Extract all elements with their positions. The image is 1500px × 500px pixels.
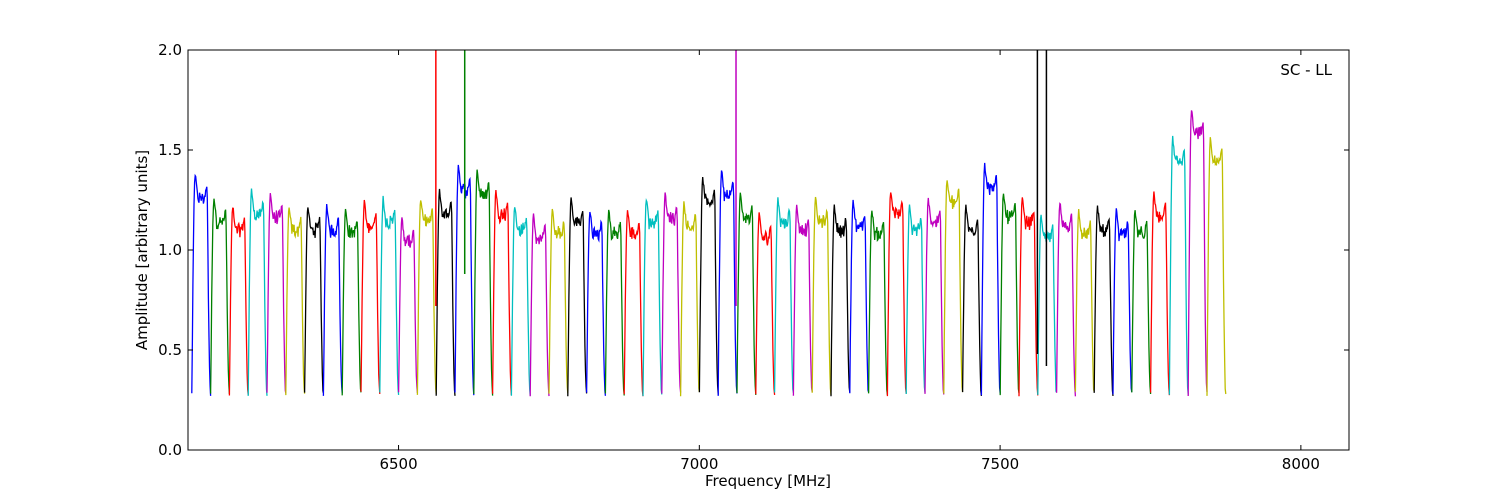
channel-series-50 <box>1112 208 1133 395</box>
x-tick-label: 8000 <box>1282 455 1320 473</box>
channel-series-31 <box>755 212 776 395</box>
x-axis-label: Frequency [MHz] <box>705 472 831 490</box>
channel-series-35 <box>830 204 851 397</box>
channel-series-21 <box>567 197 588 397</box>
channel-series-34 <box>811 196 832 396</box>
channel-series-17 <box>491 189 513 396</box>
channel-series-44 <box>999 193 1020 396</box>
channel-series-7 <box>303 207 325 394</box>
channel-series-24 <box>623 210 644 397</box>
channel-series-48 <box>1074 208 1095 392</box>
channel-series-43 <box>980 162 1001 396</box>
channel-series-6 <box>285 207 306 396</box>
channel-series-13 <box>416 200 437 395</box>
channel-series-47 <box>1055 202 1077 397</box>
y-tick-label: 1.0 <box>158 241 182 259</box>
channel-series-45 <box>1018 197 1039 397</box>
channel-series-33 <box>792 204 813 396</box>
y-tick-label: 1.5 <box>158 141 182 159</box>
channel-series-37 <box>867 210 889 395</box>
channel-series-23 <box>604 209 625 396</box>
channel-series-41 <box>943 180 964 394</box>
channel-series-14 <box>435 188 456 396</box>
channel-series-2 <box>209 198 231 395</box>
channel-series-9 <box>341 208 362 396</box>
channel-series-51 <box>1131 210 1152 395</box>
channel-series-11 <box>379 195 400 395</box>
channel-annotation: SC - LL <box>1280 61 1332 79</box>
x-tick-label: 6500 <box>379 455 417 473</box>
channel-series-28 <box>698 176 719 395</box>
channel-series-25 <box>642 197 663 397</box>
channel-series-32 <box>773 197 795 393</box>
channel-series-12 <box>397 217 419 393</box>
y-tick-label: 0.5 <box>158 341 182 359</box>
channel-series-30 <box>736 192 757 395</box>
channel-series-55 <box>1206 137 1227 396</box>
channel-series-54 <box>1187 110 1208 397</box>
channel-series-1 <box>191 173 212 396</box>
channel-series-39 <box>905 204 926 395</box>
y-tick-label: 0.0 <box>158 441 182 459</box>
channel-series-10 <box>360 199 381 394</box>
channel-series-18 <box>510 207 531 396</box>
channel-series-53 <box>1168 135 1189 395</box>
channel-series-4 <box>247 188 268 396</box>
channel-series-46 <box>1037 214 1058 395</box>
y-axis-label: Amplitude [arbitrary units] <box>133 150 151 350</box>
spike-layer <box>435 50 1048 366</box>
plot-frame <box>187 49 1350 451</box>
channel-series-42 <box>961 204 983 396</box>
tick-layer: 6500 7000 7500 8000 0.0 0.5 1.0 1.5 2.0 <box>158 41 1349 473</box>
channel-series-5 <box>266 193 287 394</box>
y-tick-label: 2.0 <box>158 41 182 59</box>
channel-series-19 <box>529 213 550 397</box>
channel-series-16 <box>473 169 494 396</box>
channel-series-49 <box>1093 205 1114 396</box>
channel-series-52 <box>1149 191 1171 396</box>
channel-series-22 <box>585 211 607 396</box>
channel-series-40 <box>924 197 945 395</box>
x-tick-label: 7500 <box>981 455 1019 473</box>
x-tick-label: 7000 <box>680 455 718 473</box>
channel-series-29 <box>717 170 738 396</box>
channel-series-27 <box>679 201 701 397</box>
channel-series-36 <box>849 199 870 394</box>
channel-series-20 <box>548 208 569 394</box>
channel-series-26 <box>661 192 682 394</box>
series-layer <box>191 110 1227 397</box>
channel-series-3 <box>228 207 249 396</box>
channel-series-8 <box>322 203 343 396</box>
channel-series-38 <box>886 192 907 397</box>
